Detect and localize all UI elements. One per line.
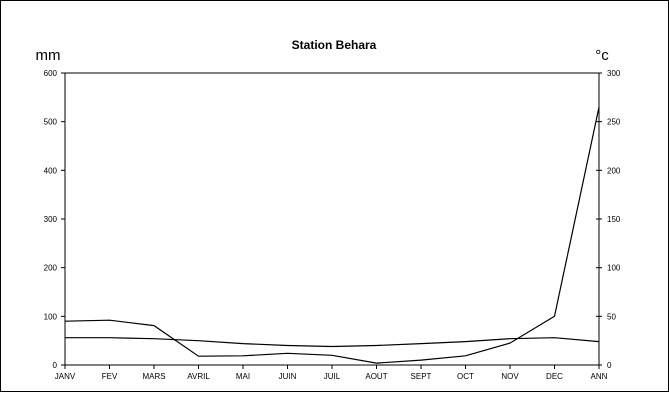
- x-tick-label: AOUT: [365, 372, 387, 381]
- y-left-tick-label: 300: [44, 215, 58, 224]
- x-tick-label: JANV: [55, 372, 76, 381]
- series-group: [64, 106, 600, 364]
- y-right-tick-label: 150: [607, 215, 621, 224]
- y-right-tick-label: 250: [607, 118, 621, 127]
- x-tick-label: MARS: [142, 372, 165, 381]
- series-line-2: [65, 337, 600, 348]
- x-tick-label: AVRIL: [187, 372, 210, 381]
- y-right-axis: 0 50 100 150 200 250 300: [596, 69, 621, 370]
- series-line-1: [64, 106, 600, 364]
- y-right-tick-label: 300: [607, 69, 621, 78]
- y-right-tick-label: 0: [607, 361, 612, 370]
- y-right-unit-label: °c: [595, 47, 609, 64]
- y-right-tick-label: 200: [607, 166, 621, 175]
- plot-area: [64, 72, 600, 366]
- y-right-tick-label: 100: [607, 264, 621, 273]
- y-left-unit-label: mm: [36, 47, 61, 64]
- y-left-tick-label: 600: [44, 69, 58, 78]
- x-tick-label: SEPT: [411, 372, 432, 381]
- x-tick-label: OCT: [457, 372, 474, 381]
- x-tick-label: MAI: [236, 372, 250, 381]
- y-left-tick-label: 100: [44, 312, 58, 321]
- x-tick-label: JUIN: [279, 372, 297, 381]
- x-axis: JANV FEV MARS AVRIL MAI JUIN JUIL AOUT SEPT OCT NO…: [55, 365, 608, 381]
- y-right-tick-label: 50: [607, 312, 616, 321]
- y-left-tick-label: 200: [44, 264, 58, 273]
- x-tick-label: FEV: [102, 372, 118, 381]
- y-left-tick-label: 0: [53, 361, 58, 370]
- chart-title: Station Behara: [292, 38, 377, 52]
- x-tick-label: JUIL: [324, 372, 341, 381]
- x-tick-label: DEC: [546, 372, 563, 381]
- x-tick-label: NOV: [501, 372, 519, 381]
- y-left-tick-label: 400: [44, 166, 58, 175]
- x-tick-label: ANN: [591, 372, 608, 381]
- y-left-axis: 0 100 200 300 400 500 600: [44, 69, 65, 370]
- y-left-tick-label: 500: [44, 118, 58, 127]
